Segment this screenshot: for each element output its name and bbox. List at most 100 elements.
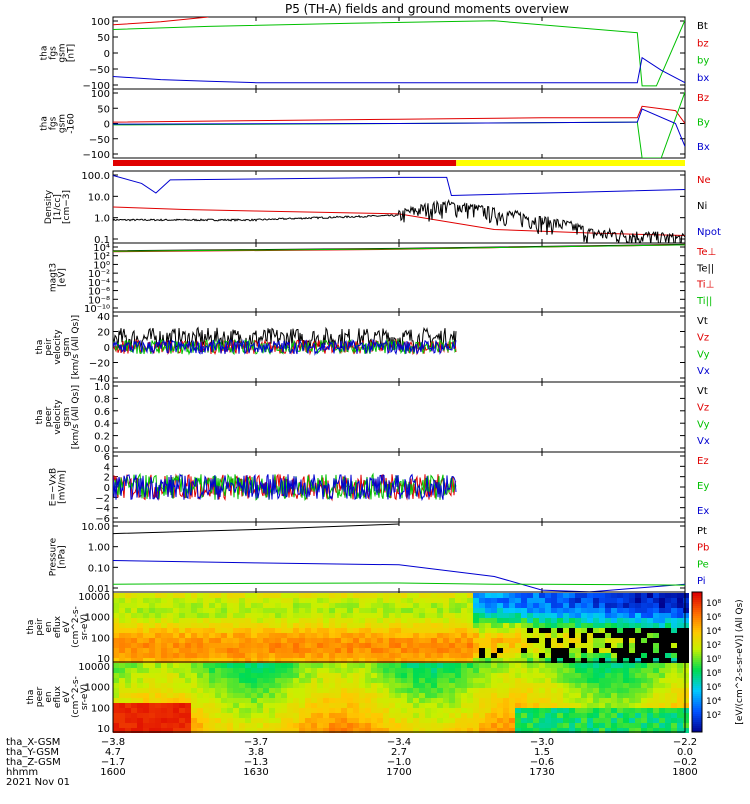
spec-cell xyxy=(389,698,395,703)
spec-cell xyxy=(425,668,431,673)
spec-cell xyxy=(563,693,569,698)
spec-cell xyxy=(653,713,659,718)
spec-cell xyxy=(227,678,233,683)
spec-cell xyxy=(335,678,341,683)
spec-cell xyxy=(221,668,227,673)
spec-cell xyxy=(209,658,215,663)
y-label-line: Density xyxy=(44,189,54,224)
y-tick-label: 0.2 xyxy=(94,432,110,443)
spec-cell xyxy=(257,603,263,608)
spec-cell xyxy=(473,618,479,623)
spec-cell xyxy=(131,698,137,703)
spec-cell xyxy=(323,593,329,598)
spec-cell xyxy=(245,668,251,673)
spec-cell xyxy=(365,623,371,628)
spec-cell xyxy=(341,613,347,618)
spec-cell xyxy=(623,638,629,643)
spec-cell xyxy=(545,713,551,718)
colorbar-tick-label: 10² xyxy=(706,641,721,651)
y-tick-label: 10⁰ xyxy=(93,260,110,271)
spec-cell xyxy=(347,603,353,608)
spec-cell xyxy=(473,623,479,628)
spec-cell xyxy=(311,673,317,678)
spec-cell xyxy=(353,613,359,618)
spec-cell xyxy=(473,703,479,708)
spec-cell xyxy=(335,623,341,628)
spec-cell xyxy=(497,693,503,698)
spec-cell xyxy=(461,608,467,613)
spec-cell xyxy=(245,593,251,598)
spec-cell xyxy=(383,633,389,638)
spec-cell xyxy=(437,668,443,673)
spec-cell xyxy=(317,728,323,733)
spec-cell xyxy=(641,708,647,713)
spec-cell xyxy=(359,593,365,598)
spec-cell xyxy=(515,723,521,728)
spec-cell xyxy=(461,698,467,703)
spec-cell xyxy=(395,698,401,703)
spec-cell xyxy=(269,598,275,603)
spec-cell xyxy=(683,668,689,673)
spec-cell xyxy=(413,708,419,713)
spec-cell xyxy=(647,653,653,658)
spec-cell xyxy=(473,643,479,648)
spec-cell xyxy=(161,728,167,733)
spec-cell xyxy=(167,633,173,638)
spec-cell xyxy=(437,673,443,678)
spec-cell xyxy=(533,673,539,678)
spec-cell xyxy=(263,603,269,608)
spec-cell xyxy=(425,658,431,663)
spec-cell xyxy=(533,613,539,618)
spec-cell xyxy=(167,698,173,703)
spec-cell xyxy=(551,698,557,703)
spec-cell xyxy=(209,718,215,723)
spec-cell xyxy=(215,643,221,648)
spec-cell xyxy=(593,698,599,703)
spec-cell xyxy=(263,708,269,713)
spec-cell xyxy=(233,648,239,653)
spec-cell xyxy=(215,708,221,713)
spec-cell xyxy=(593,593,599,598)
spec-cell xyxy=(377,653,383,658)
spec-cell xyxy=(401,643,407,648)
spec-cell xyxy=(485,653,491,658)
spec-cell xyxy=(197,708,203,713)
spec-cell xyxy=(599,668,605,673)
spec-cell xyxy=(401,693,407,698)
series-Ti|| xyxy=(113,244,685,252)
spec-cell xyxy=(413,668,419,673)
spec-cell xyxy=(467,673,473,678)
spec-cell xyxy=(389,628,395,633)
series-By xyxy=(113,91,685,158)
spec-cell xyxy=(119,683,125,688)
spec-cell xyxy=(257,713,263,718)
spec-cell xyxy=(545,598,551,603)
spec-cell xyxy=(617,713,623,718)
spec-cell xyxy=(341,648,347,653)
spec-cell xyxy=(131,673,137,678)
spec-cell xyxy=(185,628,191,633)
spec-cell xyxy=(497,728,503,733)
spec-cell xyxy=(647,723,653,728)
spec-cell xyxy=(635,698,641,703)
spec-cell xyxy=(227,658,233,663)
spec-cell xyxy=(407,668,413,673)
spec-cell xyxy=(161,633,167,638)
spec-cell xyxy=(359,708,365,713)
spec-cell xyxy=(653,723,659,728)
spec-cell xyxy=(239,728,245,733)
spec-cell xyxy=(251,703,257,708)
spec-cell xyxy=(275,708,281,713)
x-tick-value: −2.2 xyxy=(673,737,697,748)
spec-cell xyxy=(119,648,125,653)
spec-cell xyxy=(425,718,431,723)
spec-cell xyxy=(431,658,437,663)
spec-cell xyxy=(137,698,143,703)
spec-cell xyxy=(455,648,461,653)
spec-cell xyxy=(599,593,605,598)
y-tick-label: 0.8 xyxy=(94,394,110,405)
spec-cell xyxy=(425,673,431,678)
spec-cell xyxy=(503,688,509,693)
spec-cell xyxy=(419,703,425,708)
spec-cell xyxy=(131,693,137,698)
